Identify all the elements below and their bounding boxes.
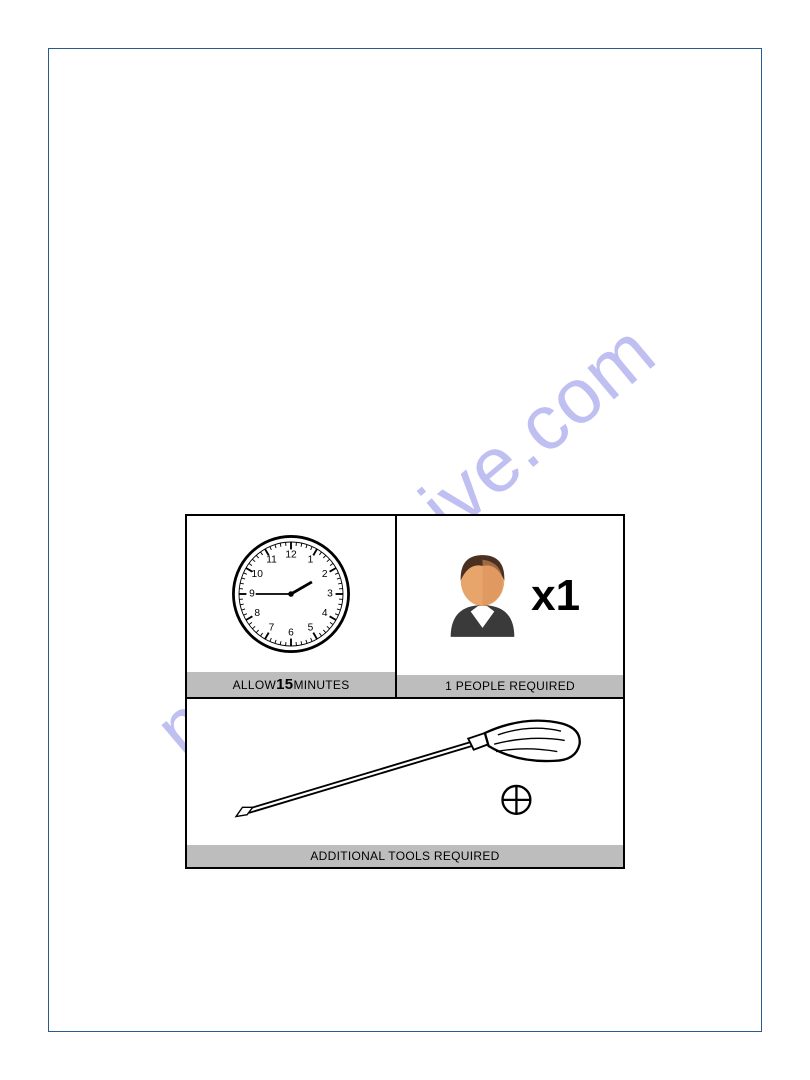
svg-text:12: 12 xyxy=(285,550,297,561)
svg-text:11: 11 xyxy=(266,555,277,566)
svg-text:4: 4 xyxy=(322,608,328,619)
time-cell: 12 12 3 45 6 78 9 1011 ALLOW15MINUTES xyxy=(185,514,396,699)
clock-icon: 12 12 3 45 6 78 9 1011 xyxy=(226,529,356,659)
top-row: 12 12 3 45 6 78 9 1011 ALLOW15MINUTES xyxy=(185,514,625,699)
person-wrap: x1 xyxy=(440,546,580,646)
time-caption-suffix: MINUTES xyxy=(293,678,349,692)
svg-text:3: 3 xyxy=(327,589,333,600)
page-frame: manualshive.com 121234567891011 xyxy=(48,48,762,1032)
people-caption: 1 PEOPLE REQUIRED xyxy=(397,675,623,697)
clock-icon-area: 12 12 3 45 6 78 9 1011 xyxy=(187,516,395,672)
time-caption-prefix: ALLOW xyxy=(233,678,277,692)
svg-text:10: 10 xyxy=(252,569,264,580)
people-multiplier: x1 xyxy=(531,571,580,621)
svg-text:8: 8 xyxy=(254,608,260,619)
people-icon-area: x1 xyxy=(397,516,623,675)
svg-text:7: 7 xyxy=(269,622,275,633)
people-cell: x1 1 PEOPLE REQUIRED xyxy=(396,514,625,699)
svg-text:2: 2 xyxy=(322,569,328,580)
person-icon xyxy=(440,546,525,646)
svg-text:1: 1 xyxy=(308,555,314,566)
tools-icon-area xyxy=(187,699,623,845)
svg-text:5: 5 xyxy=(308,622,314,633)
tools-cell: ADDITIONAL TOOLS REQUIRED xyxy=(185,699,625,869)
tools-caption: ADDITIONAL TOOLS REQUIRED xyxy=(187,845,623,867)
info-grid: 12 12 3 45 6 78 9 1011 ALLOW15MINUTES xyxy=(185,514,625,869)
time-caption: ALLOW15MINUTES xyxy=(187,672,395,697)
time-caption-minutes: 15 xyxy=(276,676,293,693)
svg-text:9: 9 xyxy=(249,589,255,600)
svg-text:6: 6 xyxy=(288,628,294,639)
screwdriver-icon xyxy=(205,707,605,837)
